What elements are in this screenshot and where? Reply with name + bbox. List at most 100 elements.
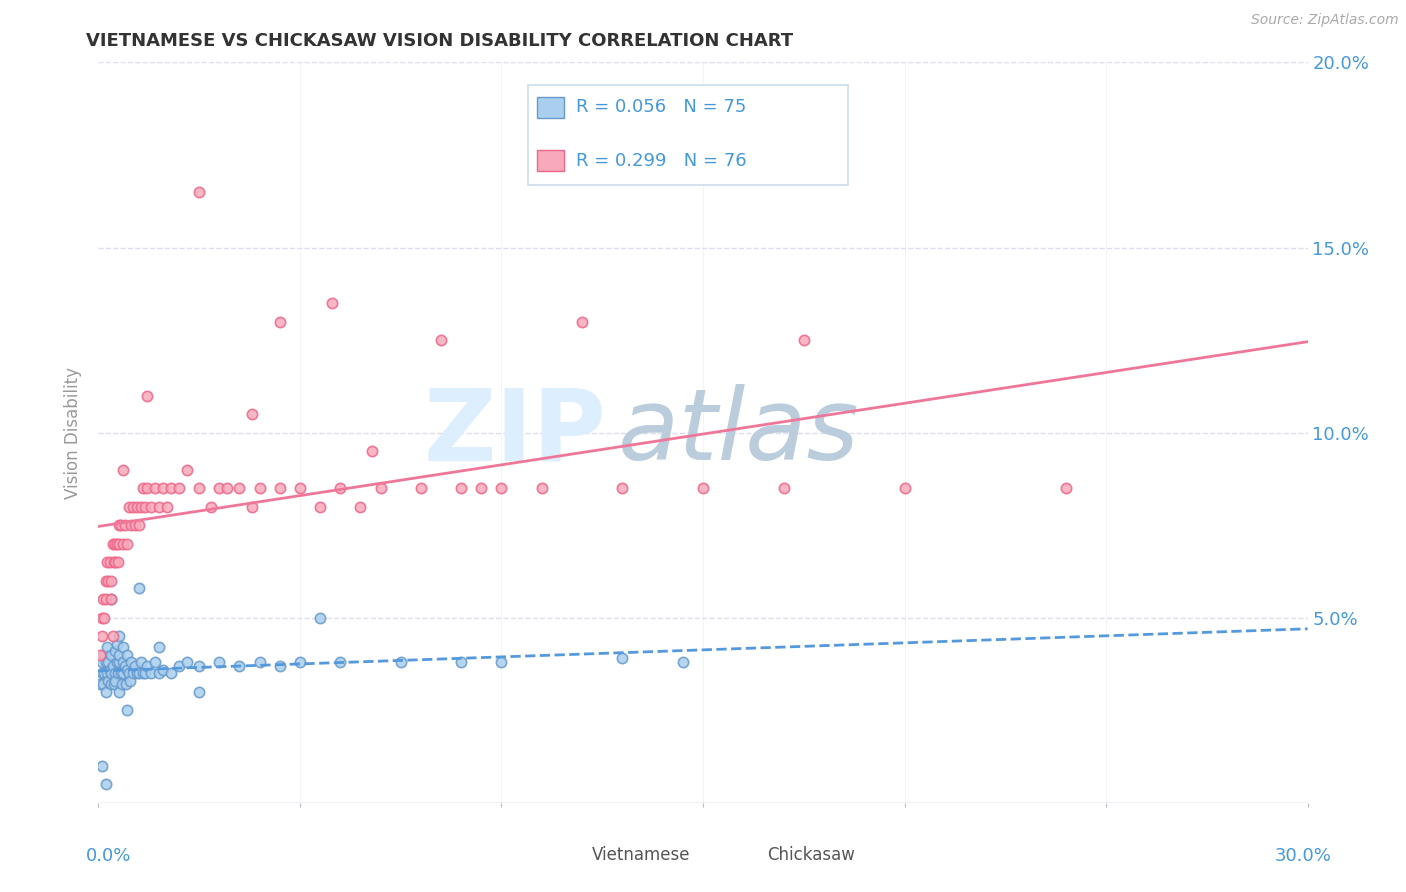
Point — [107, 555, 129, 569]
Point — [269, 314, 291, 328]
Point — [152, 663, 174, 677]
Point — [103, 555, 125, 569]
Point — [93, 648, 115, 662]
Text: ZIP: ZIP — [423, 384, 606, 481]
Point — [96, 685, 118, 699]
Point — [94, 592, 117, 607]
Point — [132, 666, 155, 681]
Point — [108, 648, 131, 662]
Point — [571, 314, 593, 328]
FancyBboxPatch shape — [527, 85, 848, 185]
Point — [188, 185, 211, 199]
Point — [105, 637, 128, 651]
Point — [148, 640, 170, 655]
Point — [240, 407, 263, 421]
Point — [90, 666, 112, 681]
Point — [120, 518, 142, 533]
Point — [100, 574, 122, 588]
Point — [93, 610, 115, 624]
FancyBboxPatch shape — [734, 844, 759, 866]
Point — [228, 481, 250, 495]
Text: atlas: atlas — [619, 384, 860, 481]
Point — [100, 666, 122, 681]
Point — [1054, 481, 1077, 495]
Point — [103, 677, 125, 691]
Point — [97, 673, 120, 688]
Point — [111, 677, 134, 691]
FancyBboxPatch shape — [558, 844, 585, 866]
Point — [409, 481, 432, 495]
Point — [188, 685, 211, 699]
Point — [329, 481, 352, 495]
Point — [612, 481, 634, 495]
Point — [491, 481, 513, 495]
Point — [349, 500, 371, 514]
Point — [115, 663, 138, 677]
Point — [112, 666, 135, 681]
Point — [450, 481, 472, 495]
Point — [90, 629, 112, 643]
FancyBboxPatch shape — [537, 97, 564, 118]
Point — [370, 481, 392, 495]
Point — [101, 629, 124, 643]
Point — [176, 655, 198, 669]
Point — [96, 574, 118, 588]
Point — [121, 666, 143, 681]
Point — [152, 481, 174, 495]
Point — [104, 555, 127, 569]
Point — [98, 555, 121, 569]
Point — [793, 333, 815, 347]
Point — [105, 536, 128, 550]
Point — [128, 518, 150, 533]
Point — [100, 592, 122, 607]
Point — [124, 518, 146, 533]
Point — [120, 655, 142, 669]
Point — [450, 655, 472, 669]
Point — [105, 655, 128, 669]
Point — [188, 658, 211, 673]
Point — [103, 666, 125, 681]
Point — [118, 673, 141, 688]
Point — [93, 666, 115, 681]
Point — [100, 592, 122, 607]
Point — [148, 666, 170, 681]
Point — [167, 481, 190, 495]
Text: Chickasaw: Chickasaw — [768, 846, 855, 863]
Point — [361, 444, 384, 458]
Point — [772, 481, 794, 495]
Point — [430, 333, 453, 347]
Point — [132, 481, 155, 495]
Point — [309, 500, 332, 514]
Text: R = 0.299   N = 76: R = 0.299 N = 76 — [576, 152, 747, 169]
Point — [107, 655, 129, 669]
Point — [167, 658, 190, 673]
Point — [228, 658, 250, 673]
Point — [692, 481, 714, 495]
Point — [125, 666, 148, 681]
Point — [124, 658, 146, 673]
Point — [208, 481, 231, 495]
Point — [97, 655, 120, 669]
Point — [114, 518, 136, 533]
Text: 30.0%: 30.0% — [1275, 847, 1331, 865]
Point — [111, 462, 134, 476]
Point — [188, 481, 211, 495]
Point — [139, 500, 162, 514]
Point — [118, 500, 141, 514]
Point — [107, 518, 129, 533]
Point — [107, 629, 129, 643]
Point — [135, 388, 157, 402]
Point — [134, 666, 156, 681]
Point — [117, 648, 139, 662]
Point — [288, 481, 311, 495]
Point — [100, 648, 122, 662]
Point — [249, 481, 271, 495]
Point — [91, 758, 114, 772]
Point — [91, 655, 114, 669]
Point — [91, 610, 114, 624]
Point — [115, 536, 138, 550]
Text: 0.0%: 0.0% — [86, 847, 132, 865]
Point — [128, 581, 150, 595]
Point — [160, 481, 183, 495]
Point — [89, 648, 111, 662]
